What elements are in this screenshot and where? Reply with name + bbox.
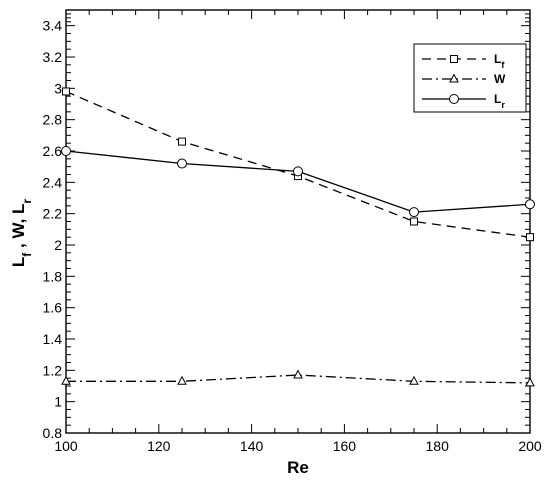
x-tick-label: 180 — [426, 438, 450, 454]
data-point-w — [177, 375, 187, 385]
y-axis-title-subscript: r — [20, 199, 34, 204]
y-tick-label: 1.6 — [43, 300, 63, 316]
legend-box — [413, 43, 527, 113]
y-tick-label: 2.2 — [43, 206, 63, 222]
legend-marker-w — [449, 73, 459, 83]
data-point-w — [409, 375, 419, 385]
y-tick-label: 2.4 — [43, 174, 63, 190]
data-point-lf — [178, 137, 186, 146]
data-point-lr — [61, 146, 71, 156]
y-tick-label: 0.8 — [43, 425, 63, 441]
y-tick-label: 3 — [54, 80, 62, 96]
legend-label-lr: Lr — [494, 92, 505, 110]
y-tick-label: 2 — [54, 237, 62, 253]
legend-marker-lf — [450, 55, 458, 63]
series-line-w — [66, 374, 531, 384]
x-tick-label: 140 — [240, 438, 264, 454]
series-w — [61, 369, 535, 387]
y-axis-title-part: L — [9, 257, 28, 267]
y-axis-title-subscript: f — [20, 252, 34, 257]
data-point-lf — [410, 217, 418, 226]
data-point-lr — [525, 199, 535, 210]
legend-label-lf: Lf — [494, 52, 505, 70]
x-tick-label: 100 — [54, 438, 78, 454]
y-tick-label: 1.2 — [43, 362, 63, 378]
legend-label-main: L — [494, 92, 501, 106]
data-point-w — [61, 375, 71, 385]
data-point-lr — [177, 158, 187, 169]
y-tick-label: 3.4 — [43, 18, 63, 34]
data-point-w — [525, 377, 535, 387]
data-point-lr — [293, 166, 303, 177]
legend-label-w: W — [494, 72, 506, 86]
x-tick-label: 120 — [147, 438, 171, 454]
y-tick-label: 2.8 — [43, 112, 63, 128]
legend-marker-lr — [449, 94, 459, 104]
x-axis-title: Re — [287, 458, 309, 477]
data-point-lf — [62, 87, 70, 96]
legend-label-subscript: r — [501, 100, 505, 110]
series-line-lr — [65, 150, 531, 213]
x-tick-label: 200 — [518, 438, 542, 454]
y-tick-label: 2.6 — [43, 143, 63, 159]
data-point-lf — [526, 233, 534, 242]
y-tick-label: 1.4 — [43, 331, 63, 347]
series-line-lf — [65, 90, 531, 238]
data-point-lr — [409, 207, 419, 218]
series-lr — [61, 146, 535, 218]
y-tick-label: 3.2 — [43, 49, 63, 65]
x-tick-label: 160 — [333, 438, 357, 454]
y-axis-title-part: , W, L — [9, 204, 28, 253]
data-point-w — [293, 369, 303, 379]
series-layer — [61, 87, 535, 387]
y-tick-label: 1 — [54, 394, 62, 410]
legend-label-main: L — [494, 52, 501, 66]
y-axis-title: Lf , W, Lr — [9, 199, 34, 268]
y-tick-label: 1.8 — [43, 268, 63, 284]
legend-label-subscript: f — [501, 60, 505, 70]
legend-label-main: W — [494, 72, 506, 86]
